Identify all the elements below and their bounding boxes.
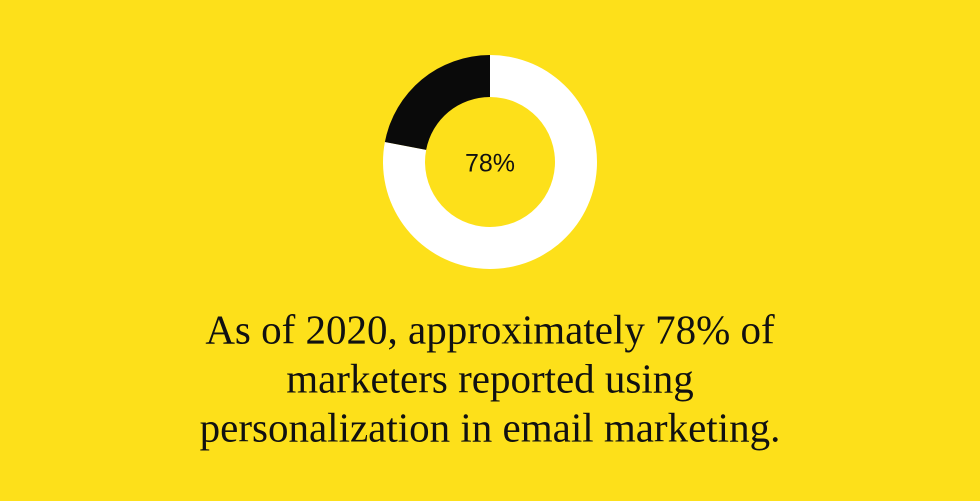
- caption-line: As of 2020, approximately 78% of: [205, 306, 775, 352]
- caption-line: personalization in email marketing.: [200, 404, 781, 450]
- center-label: 78%: [465, 150, 515, 178]
- donut: [383, 55, 597, 269]
- caption-line: marketers reported using: [286, 355, 694, 401]
- donut-slice: [384, 55, 490, 150]
- donut-slice: [383, 55, 597, 269]
